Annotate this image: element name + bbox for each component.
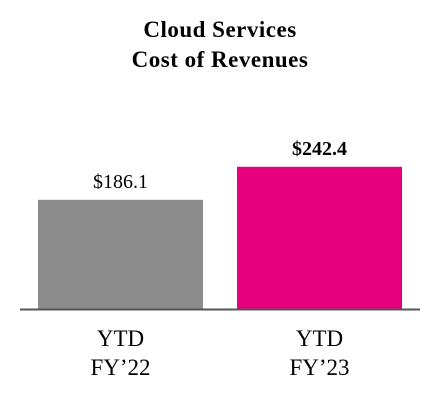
category-label-2-line-1: YTD [296, 326, 343, 351]
bar-2 [237, 166, 402, 309]
value-label-2: $242.4 [292, 138, 347, 160]
value-label-1: $186.1 [93, 171, 148, 193]
category-label-2-line-2: FY’23 [289, 355, 349, 380]
category-label-1-line-2: FY’22 [90, 355, 150, 380]
category-label-1-line-1: YTD [97, 326, 144, 351]
chart-title-line-2: Cost of Revenues [131, 47, 309, 72]
bar-1 [38, 199, 203, 309]
chart-title-line-1: Cloud Services [143, 17, 297, 42]
